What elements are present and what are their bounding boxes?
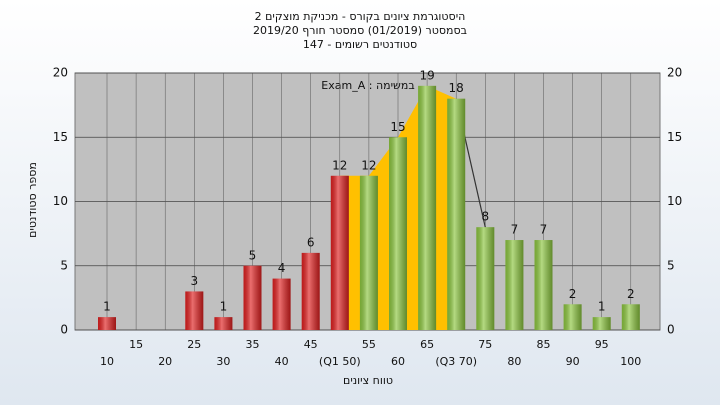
y-tick-label: 20 <box>53 66 68 80</box>
value-label: 6 <box>307 235 315 249</box>
x-tick-label: 65 <box>420 338 434 351</box>
value-label: 2 <box>569 287 577 301</box>
x-tick-label: 15 <box>129 338 143 351</box>
x-axis-title: טווח ציונים <box>343 374 393 387</box>
x-tick-label: 10 <box>100 355 114 368</box>
x-tick-label: 90 <box>566 355 580 368</box>
x-tick-label: 25 <box>187 338 201 351</box>
y2-tick-label: 10 <box>667 194 682 208</box>
y2-tick-label: 20 <box>667 66 682 80</box>
y-tick-label: 0 <box>60 323 68 337</box>
bar-shade <box>98 317 116 330</box>
bar-shade <box>243 265 262 330</box>
x-tick-label: 100 <box>620 355 641 368</box>
x-tick-label: 40 <box>275 355 289 368</box>
bar-shade <box>563 304 582 330</box>
x-tick-label: 45 <box>304 338 318 351</box>
y2-tick-label: 5 <box>667 258 675 272</box>
value-label: 19 <box>419 68 434 82</box>
x-tick-label: 55 <box>362 338 376 351</box>
bar-shade <box>389 137 407 330</box>
x-tick-label: (Q1 50) <box>319 355 361 368</box>
annotation: Exam_A : במשימה <box>321 79 414 92</box>
chart-subtitle: בסמסטר (01/2019) סמסטר חורף 2019/20 <box>253 24 467 37</box>
y2-tick-label: 15 <box>667 130 682 144</box>
y-tick-label: 5 <box>60 258 68 272</box>
value-label: 8 <box>481 210 489 224</box>
chart-title: היסטוגרמת ציונים בקורס - מכניקת מוצקים 2 <box>255 10 466 23</box>
bar-shade <box>418 85 437 330</box>
value-label: 18 <box>449 81 464 95</box>
x-tick-label: 35 <box>246 338 260 351</box>
x-tick-label: 60 <box>391 355 405 368</box>
bar-shade <box>330 175 349 330</box>
y-axis-title: מספר סטודנטים <box>26 162 39 238</box>
bar-shade <box>185 291 204 330</box>
value-label: 3 <box>190 274 198 288</box>
x-tick-label: 75 <box>478 338 492 351</box>
bar-shade <box>447 98 466 330</box>
bar-shade <box>505 240 524 330</box>
bar-shade <box>272 278 291 330</box>
value-label: 1 <box>220 300 228 314</box>
x-tick-label: 20 <box>158 355 172 368</box>
x-tick-label: 30 <box>216 355 230 368</box>
x-tick-label: (Q3 70) <box>435 355 477 368</box>
y2-tick-label: 0 <box>667 323 675 337</box>
x-tick-label: 95 <box>595 338 609 351</box>
value-label: 4 <box>278 261 286 275</box>
value-label: 12 <box>332 158 347 172</box>
bar-shade <box>592 317 611 330</box>
bar-shade <box>359 175 378 330</box>
bar-shade <box>301 252 320 330</box>
chart-subtitle: סטודנטים רשומים - 147 <box>303 38 417 51</box>
value-label: 15 <box>390 120 405 134</box>
value-label: 1 <box>103 300 111 314</box>
value-label: 1 <box>598 300 606 314</box>
value-label: 5 <box>249 248 257 262</box>
value-label: 7 <box>511 223 519 237</box>
bar-shade <box>621 304 640 330</box>
value-label: 2 <box>627 287 635 301</box>
value-label: 12 <box>361 158 376 172</box>
x-tick-label: 80 <box>507 355 521 368</box>
value-label: 7 <box>540 223 548 237</box>
bar-shade <box>534 240 553 330</box>
y-tick-label: 15 <box>53 130 68 144</box>
bar-shade <box>476 227 495 330</box>
bar-shade <box>214 317 233 330</box>
y-tick-label: 10 <box>53 194 68 208</box>
x-tick-label: 85 <box>537 338 551 351</box>
